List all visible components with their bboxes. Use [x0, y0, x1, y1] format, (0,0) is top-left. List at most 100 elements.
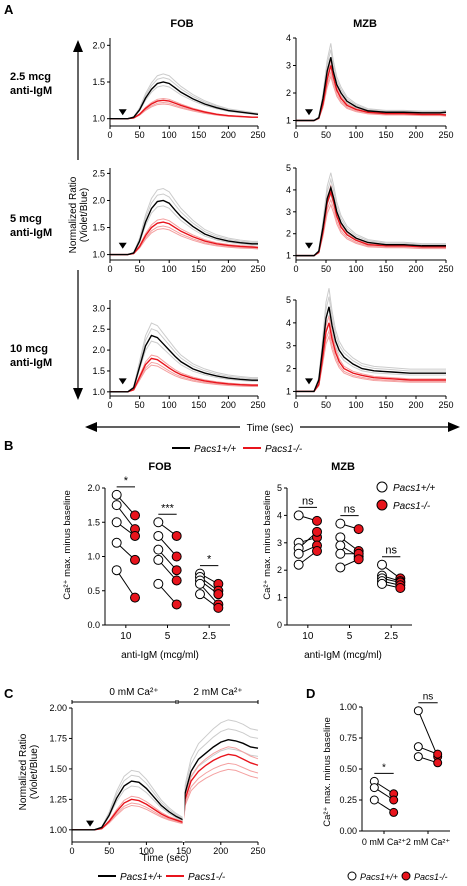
- individual-trace: [72, 748, 259, 831]
- point-ko: [395, 583, 406, 594]
- significance-label: ns: [385, 545, 397, 557]
- point-ko: [130, 510, 140, 521]
- mean-trace-wt: [110, 334, 258, 393]
- panel-c-bracket-2: 2 mM Ca²⁺: [193, 687, 242, 698]
- y-tick-label: 3.0: [92, 303, 105, 313]
- mean-trace-wt: [110, 199, 258, 256]
- stimulus-arrow-icon: [118, 242, 127, 249]
- individual-trace: [72, 728, 259, 831]
- panel-c-ylabel-line1: Normalized Ratio: [18, 733, 29, 810]
- point-ko: [312, 546, 322, 557]
- individual-trace: [110, 322, 258, 393]
- x-tick-label: 50: [104, 846, 114, 856]
- panel-c-bracket-0: 0 mM Ca²⁺: [109, 687, 158, 698]
- x-tick-label: 150: [191, 264, 206, 274]
- y-tick-label: 1.75: [49, 733, 67, 743]
- vertical-double-arrow: [72, 40, 84, 400]
- legend-b-ko-marker: [376, 499, 388, 511]
- y-tick-label: 0.00: [339, 826, 357, 836]
- x-tick-label: 50: [321, 264, 331, 274]
- x-tick-label: 150: [191, 130, 206, 140]
- y-tick-label: 2: [286, 364, 291, 374]
- point-ko: [389, 807, 399, 817]
- point-wt: [195, 589, 205, 600]
- panel-b-title-fob: FOB: [148, 461, 171, 473]
- point-ko: [171, 530, 182, 541]
- point-wt: [293, 548, 304, 559]
- y-tick-label: 5: [286, 295, 291, 305]
- x-tick-label: 0: [293, 130, 298, 140]
- x-tick-label: 250: [250, 264, 265, 274]
- y-tick-label: 0.75: [339, 733, 357, 743]
- x-tick-label: 150: [378, 130, 393, 140]
- y-tick-label: 0.0: [87, 620, 100, 630]
- y-tick-label: 4: [286, 318, 291, 328]
- y-tick-label: 2.0: [92, 345, 105, 355]
- point-wt: [413, 706, 423, 716]
- mean-trace-ko: [110, 357, 258, 393]
- pair-line: [116, 504, 136, 530]
- x-tick-label: 0: [107, 130, 112, 140]
- stimulus-arrow-icon: [305, 109, 313, 116]
- x-tick-label: 50: [135, 400, 145, 410]
- point-ko: [171, 599, 182, 610]
- point-wt: [153, 554, 164, 565]
- y-tick-label: 0.5: [87, 586, 100, 596]
- y-tick-label: 1.5: [92, 366, 105, 376]
- point-wt: [153, 578, 164, 589]
- significance-label: *: [207, 554, 212, 566]
- individual-trace: [296, 172, 446, 257]
- x-tick-label: 0: [293, 400, 298, 410]
- y-tick-label: 3: [286, 341, 291, 351]
- individual-trace: [296, 43, 447, 121]
- panel-a-title-mzb: MZB: [353, 18, 377, 30]
- x-tick-label: 250: [250, 130, 265, 140]
- y-tick-label: 4: [286, 33, 291, 43]
- y-tick-label: 3: [286, 61, 291, 71]
- mean-trace-ko: [72, 753, 259, 831]
- panel-b-xlabel-fob: anti-IgM (mcg/ml): [121, 650, 199, 661]
- row-label-5-dose: 5 mcg: [10, 213, 42, 225]
- x-tick-label: 200: [408, 130, 423, 140]
- x-tick-label: 2 mM Ca²⁺: [406, 837, 451, 847]
- point-wt: [369, 795, 379, 805]
- individual-trace: [296, 49, 447, 121]
- row-label-10-dose: 10 mcg: [10, 343, 48, 355]
- x-tick-label: 100: [162, 400, 177, 410]
- chart-fob-5: 1.0 1.5 2.0 2.5 0 50 100 150 200 250: [92, 168, 266, 274]
- y-tick-label: 0.25: [339, 795, 357, 805]
- individual-trace: [110, 73, 259, 120]
- x-tick-label: 10: [120, 631, 132, 642]
- point-ko: [312, 515, 322, 526]
- y-tick-label: 2.0: [92, 195, 105, 205]
- y-tick-label: 0: [277, 620, 282, 630]
- legend-ko-label: Pacs1-/-: [265, 444, 303, 455]
- panel-c-legend: Pacs1+/+ Pacs1-/-: [98, 872, 226, 883]
- x-tick-label: 0: [107, 400, 112, 410]
- point-wt: [153, 544, 164, 555]
- point-wt: [413, 742, 423, 752]
- x-tick-label: 200: [221, 264, 236, 274]
- x-tick-label: 200: [221, 130, 236, 140]
- panel-d-legend: Pacs1+/+ Pacs1-/-: [347, 871, 448, 882]
- mean-trace-ko: [296, 322, 446, 393]
- chart-d: 0.00 0.25 0.50 0.75 1.00 0 mM Ca²⁺ * 2 mM Ca²⁺ n…: [339, 692, 450, 847]
- mean-trace-ko: [110, 221, 259, 256]
- panel-b-ylabel-mzb: Ca²⁺ max. minus baseline: [262, 490, 273, 600]
- y-tick-label: 1.0: [87, 552, 100, 562]
- x-tick-label: 2.5: [202, 631, 216, 642]
- stimulus-arrow-icon: [118, 378, 127, 385]
- chart-b-fob: 0.0 0.5 1.0 1.5 2.0 10 * 5 *** 2.5 *: [87, 475, 230, 642]
- x-tick-label: 100: [348, 264, 363, 274]
- individual-trace: [110, 328, 258, 393]
- x-tick-label: 50: [135, 264, 145, 274]
- y-tick-label: 1: [286, 386, 291, 396]
- mean-trace-ko: [110, 99, 258, 120]
- panel-a-legend: Pacs1+/+ Pacs1-/-: [172, 444, 303, 455]
- legend-d-ko-marker: [401, 871, 411, 881]
- x-tick-label: 200: [408, 400, 423, 410]
- x-tick-label: 150: [378, 264, 393, 274]
- point-ko: [213, 589, 224, 600]
- point-ko: [130, 554, 140, 565]
- pair-line: [116, 569, 136, 598]
